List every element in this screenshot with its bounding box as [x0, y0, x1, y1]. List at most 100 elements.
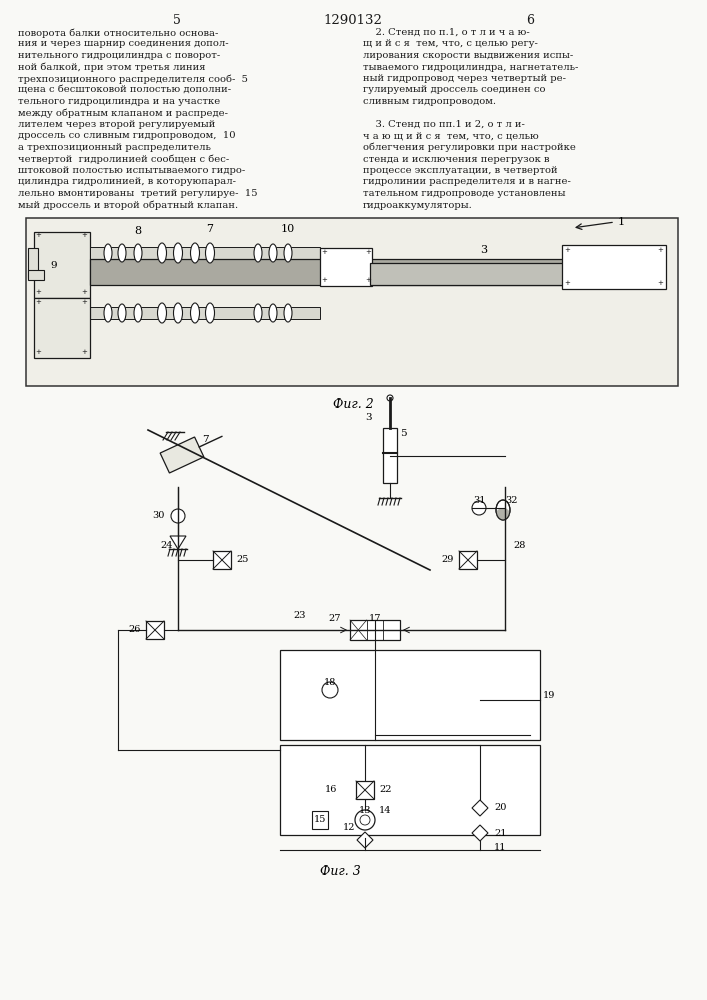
Text: лирования скорости выдвижения испы-: лирования скорости выдвижения испы-: [363, 51, 573, 60]
Text: 26: 26: [129, 626, 141, 635]
Ellipse shape: [496, 500, 510, 520]
Bar: [280, 650, 540, 740]
Text: +: +: [81, 232, 87, 238]
Text: гидролинии распределителя и в нагне-: гидролинии распределителя и в нагне-: [363, 178, 571, 186]
Text: 17: 17: [369, 614, 381, 623]
Bar: [34, 232, 90, 298]
Text: 20: 20: [494, 804, 506, 812]
Text: +: +: [365, 277, 371, 283]
Circle shape: [472, 501, 486, 515]
Ellipse shape: [206, 303, 214, 323]
Text: тельного гидроцилиндра и на участке: тельного гидроцилиндра и на участке: [18, 97, 221, 106]
Text: 13: 13: [358, 806, 371, 815]
Text: 22: 22: [379, 786, 392, 794]
Text: +: +: [81, 349, 87, 355]
Bar: [34, 298, 90, 358]
Ellipse shape: [284, 244, 292, 262]
Text: тываемого гидроцилиндра, нагнетатель-: тываемого гидроцилиндра, нагнетатель-: [363, 62, 578, 72]
Ellipse shape: [134, 244, 142, 262]
Text: Фиг. 2: Фиг. 2: [332, 398, 373, 411]
Bar: [90, 247, 320, 259]
Text: 1: 1: [618, 217, 625, 227]
Ellipse shape: [173, 243, 182, 263]
Text: +: +: [81, 299, 87, 305]
Text: 28: 28: [513, 540, 525, 550]
Ellipse shape: [284, 304, 292, 322]
Text: +: +: [321, 277, 327, 283]
Text: между обратным клапаном и распреде-: между обратным клапаном и распреде-: [18, 108, 228, 118]
Text: +: +: [365, 249, 371, 255]
Text: щ и й с я  тем, что, с целью регу-: щ и й с я тем, что, с целью регу-: [363, 39, 538, 48]
Text: гулируемый дроссель соединен со: гулируемый дроссель соединен со: [363, 86, 546, 95]
Bar: [383, 428, 397, 483]
Text: 2. Стенд по п.1, о т л и ч а ю-: 2. Стенд по п.1, о т л и ч а ю-: [363, 28, 530, 37]
Text: 3: 3: [480, 245, 487, 255]
Ellipse shape: [206, 243, 214, 263]
Bar: [312, 811, 328, 829]
Text: 11: 11: [494, 844, 506, 852]
Ellipse shape: [158, 303, 167, 323]
Circle shape: [171, 509, 185, 523]
Text: 3: 3: [366, 414, 372, 422]
Ellipse shape: [104, 304, 112, 322]
Text: 24: 24: [160, 540, 173, 550]
Text: 18: 18: [324, 678, 337, 687]
Text: трехпозиционного распределителя сооб-  5: трехпозиционного распределителя сооб- 5: [18, 74, 248, 84]
Text: четвертой  гидролинией сообщен с бес-: четвертой гидролинией сообщен с бес-: [18, 154, 229, 164]
Text: Фиг. 3: Фиг. 3: [320, 865, 361, 878]
Ellipse shape: [104, 244, 112, 262]
Ellipse shape: [190, 303, 199, 323]
Ellipse shape: [269, 304, 277, 322]
Text: 19: 19: [543, 690, 556, 700]
Text: штоковой полостью испытываемого гидро-: штоковой полостью испытываемого гидро-: [18, 166, 245, 175]
Text: поворота балки относительно основа-: поворота балки относительно основа-: [18, 28, 218, 37]
Text: 14: 14: [379, 806, 392, 815]
Bar: [26, 218, 678, 386]
Bar: [90, 259, 590, 285]
Text: сливным гидропроводом.: сливным гидропроводом.: [363, 97, 496, 106]
Text: 5: 5: [400, 428, 407, 438]
Polygon shape: [170, 536, 186, 549]
Text: ный гидропровод через четвертый ре-: ный гидропровод через четвертый ре-: [363, 74, 566, 83]
Ellipse shape: [134, 304, 142, 322]
Text: нительного гидроцилиндра с поворот-: нительного гидроцилиндра с поворот-: [18, 51, 221, 60]
Text: 16: 16: [325, 786, 337, 794]
Bar: [28, 270, 44, 280]
Bar: [562, 245, 666, 289]
Bar: [459, 551, 477, 569]
Text: 7: 7: [202, 436, 209, 444]
Ellipse shape: [158, 243, 167, 263]
Ellipse shape: [254, 244, 262, 262]
Text: облегчения регулировки при настройке: облегчения регулировки при настройке: [363, 143, 576, 152]
Text: 32: 32: [505, 496, 518, 505]
Bar: [280, 745, 540, 835]
Text: мый дроссель и второй обратный клапан.: мый дроссель и второй обратный клапан.: [18, 200, 238, 210]
Bar: [28, 248, 38, 278]
Bar: [356, 781, 374, 799]
Polygon shape: [472, 825, 488, 841]
Text: а трехпозиционный распределитель: а трехпозиционный распределитель: [18, 143, 211, 152]
Text: 5: 5: [173, 14, 181, 27]
Text: дроссель со сливным гидропроводом,  10: дроссель со сливным гидропроводом, 10: [18, 131, 235, 140]
Text: +: +: [35, 349, 41, 355]
Polygon shape: [160, 437, 204, 473]
Bar: [213, 551, 231, 569]
Text: +: +: [321, 249, 327, 255]
Text: 25: 25: [236, 556, 248, 564]
Text: 6: 6: [526, 14, 534, 27]
Text: 3. Стенд по пп.1 и 2, о т л и-: 3. Стенд по пп.1 и 2, о т л и-: [363, 120, 525, 129]
Ellipse shape: [496, 508, 510, 520]
Text: 30: 30: [153, 512, 165, 520]
Text: 7: 7: [206, 224, 214, 234]
Text: стенда и исключения перегрузок в: стенда и исключения перегрузок в: [363, 154, 549, 163]
Text: +: +: [564, 247, 570, 253]
Text: ной балкой, при этом третья линия: ной балкой, при этом третья линия: [18, 62, 206, 72]
Text: 8: 8: [134, 226, 141, 236]
Text: 1290132: 1290132: [324, 14, 382, 27]
Text: 23: 23: [293, 611, 306, 620]
Text: +: +: [81, 289, 87, 295]
Ellipse shape: [190, 243, 199, 263]
Text: +: +: [657, 247, 663, 253]
Bar: [90, 307, 320, 319]
Polygon shape: [472, 800, 488, 816]
